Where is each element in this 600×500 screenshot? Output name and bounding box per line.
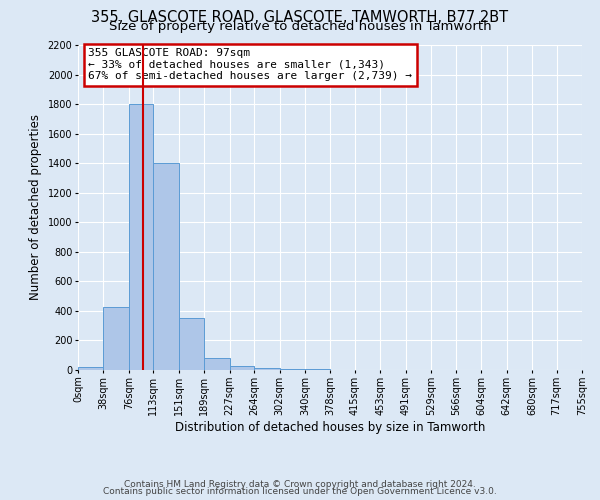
Bar: [230, 366, 254, 370]
Bar: [254, 368, 280, 370]
Bar: [78, 367, 103, 370]
X-axis label: Distribution of detached houses by size in Tamworth: Distribution of detached houses by size …: [175, 420, 485, 434]
Y-axis label: Number of detached properties: Number of detached properties: [29, 114, 42, 300]
Bar: [179, 318, 204, 370]
Bar: [129, 104, 154, 370]
Bar: [204, 358, 230, 370]
Bar: [103, 307, 129, 370]
Text: Size of property relative to detached houses in Tamworth: Size of property relative to detached ho…: [109, 20, 491, 33]
Bar: [154, 163, 179, 370]
Text: 355 GLASCOTE ROAD: 97sqm
← 33% of detached houses are smaller (1,343)
67% of sem: 355 GLASCOTE ROAD: 97sqm ← 33% of detach…: [88, 48, 412, 82]
Text: Contains HM Land Registry data © Crown copyright and database right 2024.: Contains HM Land Registry data © Crown c…: [124, 480, 476, 489]
Text: 355, GLASCOTE ROAD, GLASCOTE, TAMWORTH, B77 2BT: 355, GLASCOTE ROAD, GLASCOTE, TAMWORTH, …: [91, 10, 509, 25]
Bar: [280, 368, 305, 370]
Text: Contains public sector information licensed under the Open Government Licence v3: Contains public sector information licen…: [103, 487, 497, 496]
